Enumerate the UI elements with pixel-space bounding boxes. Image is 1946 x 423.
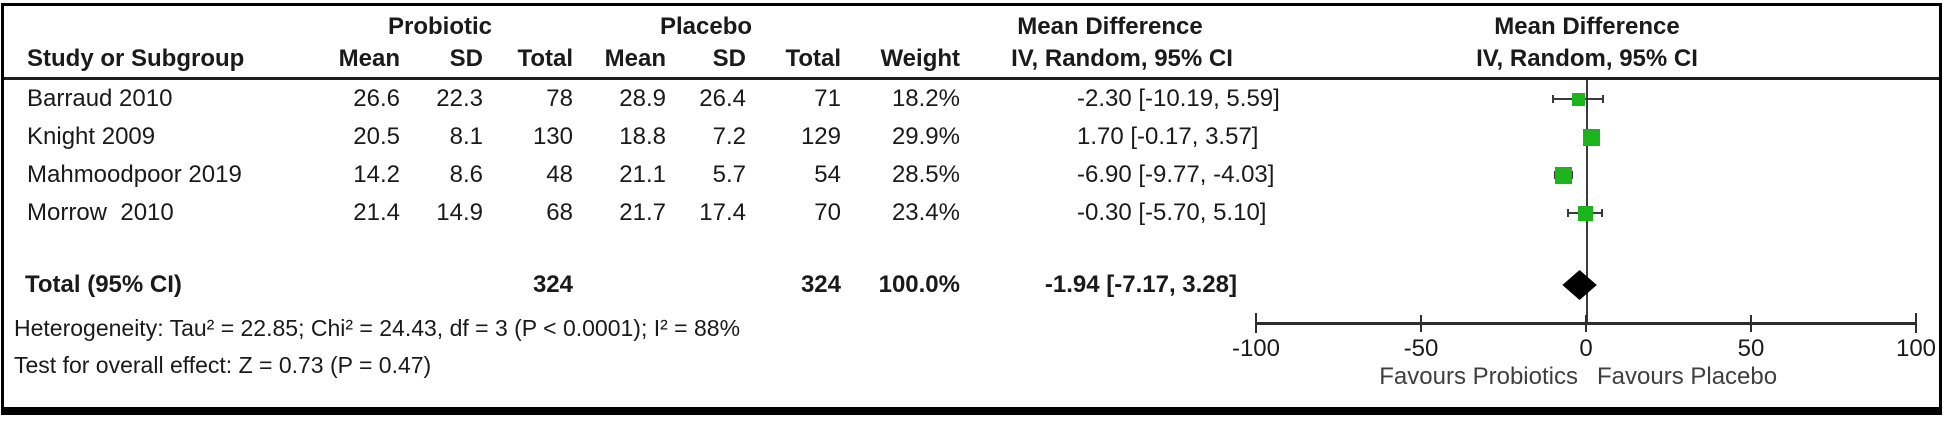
group-header-placebo: Placebo [659, 13, 753, 40]
effect-square [1583, 128, 1601, 146]
total-row-label: Total (95% CI) [25, 271, 182, 298]
plot-header-mean-difference: Mean Difference [1494, 13, 1680, 40]
cell-ci: 1.70 [-0.17, 3.57] [1077, 123, 1259, 150]
cell-weight: 23.4% [891, 199, 960, 226]
column-header-iv-ci: IV, Random, 95% CI [1011, 45, 1233, 72]
total-weight: 100.0% [878, 271, 960, 298]
cell-c_total: 71 [814, 85, 841, 112]
favours-left-label: Favours Probiotics [1379, 363, 1578, 390]
axis-tick-label: -100 [1231, 335, 1281, 362]
column-header-probiotic-mean: Mean [338, 45, 400, 72]
cell-p_mean: 26.6 [353, 85, 400, 112]
cell-ci: -0.30 [-5.70, 5.10] [1077, 199, 1267, 226]
ci-cap-left [1552, 95, 1555, 103]
cell-weight: 28.5% [891, 161, 960, 188]
column-header-weight: Weight [880, 45, 960, 72]
column-header-probiotic-sd: SD [449, 45, 483, 72]
total-placebo-n: 324 [800, 271, 841, 298]
column-header-placebo-sd: SD [712, 45, 746, 72]
cell-c_mean: 28.9 [619, 85, 666, 112]
group-header-mean-difference: Mean Difference [1017, 13, 1203, 40]
cell-c_mean: 18.8 [619, 123, 666, 150]
cell-ci: -6.90 [-9.77, -4.03] [1077, 161, 1275, 188]
cell-p_total: 48 [546, 161, 573, 188]
ci-cap-right [1600, 209, 1603, 217]
cell-p_mean: 21.4 [353, 199, 400, 226]
study-name: Morrow 2010 [27, 199, 174, 226]
column-header-probiotic-total: Total [517, 45, 573, 72]
ci-cap-left [1567, 209, 1570, 217]
cell-weight: 29.9% [891, 123, 960, 150]
cell-p_sd: 8.1 [449, 123, 483, 150]
cell-weight: 18.2% [891, 85, 960, 112]
cell-c_total: 54 [814, 161, 841, 188]
cell-p_mean: 20.5 [353, 123, 400, 150]
zero-reference-line [1586, 80, 1588, 323]
axis-tick-label: 50 [1737, 335, 1765, 362]
column-header-study: Study or Subgroup [27, 45, 245, 72]
pooled-diamond [1562, 270, 1597, 300]
cell-p_total: 78 [546, 85, 573, 112]
cell-c_total: 70 [814, 199, 841, 226]
cell-c_sd: 7.2 [712, 123, 746, 150]
axis-tick-label: -50 [1403, 335, 1439, 362]
favours-right-label: Favours Placebo [1597, 363, 1778, 390]
cell-p_sd: 14.9 [436, 199, 483, 226]
effect-square [1577, 205, 1593, 221]
cell-c_mean: 21.7 [619, 199, 666, 226]
column-header-placebo-mean: Mean [604, 45, 666, 72]
column-header-placebo-total: Total [785, 45, 841, 72]
axis-tick [1420, 315, 1422, 332]
study-name: Barraud 2010 [27, 85, 173, 112]
axis-tick [1750, 315, 1752, 332]
cell-ci: -2.30 [-10.19, 5.59] [1077, 85, 1280, 112]
axis-tick-label: 100 [1895, 335, 1937, 362]
cell-c_sd: 26.4 [699, 85, 746, 112]
axis-tick [1915, 313, 1917, 333]
header-separator-line [4, 77, 1939, 80]
cell-p_total: 68 [546, 199, 573, 226]
cell-p_sd: 8.6 [449, 161, 483, 188]
axis-tick-label: 0 [1579, 335, 1593, 362]
plot-header-iv-ci: IV, Random, 95% CI [1476, 45, 1698, 72]
total-ci-text: -1.94 [-7.17, 3.28] [1044, 271, 1237, 298]
cell-c_total: 129 [800, 123, 841, 150]
ci-cap-right [1602, 95, 1605, 103]
group-header-probiotic: Probiotic [387, 13, 492, 40]
effect-square [1571, 92, 1585, 106]
total-probiotic-n: 324 [532, 271, 573, 298]
heterogeneity-stats: Heterogeneity: Tau² = 22.85; Chi² = 24.4… [14, 315, 741, 341]
cell-c_sd: 5.7 [712, 161, 746, 188]
cell-c_sd: 17.4 [699, 199, 746, 226]
axis-tick [1585, 315, 1587, 332]
overall-effect-test: Test for overall effect: Z = 0.73 (P = 0… [14, 352, 432, 378]
cell-p_sd: 22.3 [436, 85, 483, 112]
axis-tick [1255, 313, 1257, 333]
cell-p_mean: 14.2 [353, 161, 400, 188]
cell-c_mean: 21.1 [619, 161, 666, 188]
study-name: Mahmoodpoor 2019 [27, 161, 242, 188]
effect-square [1554, 166, 1572, 184]
study-name: Knight 2009 [27, 123, 156, 150]
cell-p_total: 130 [532, 123, 573, 150]
